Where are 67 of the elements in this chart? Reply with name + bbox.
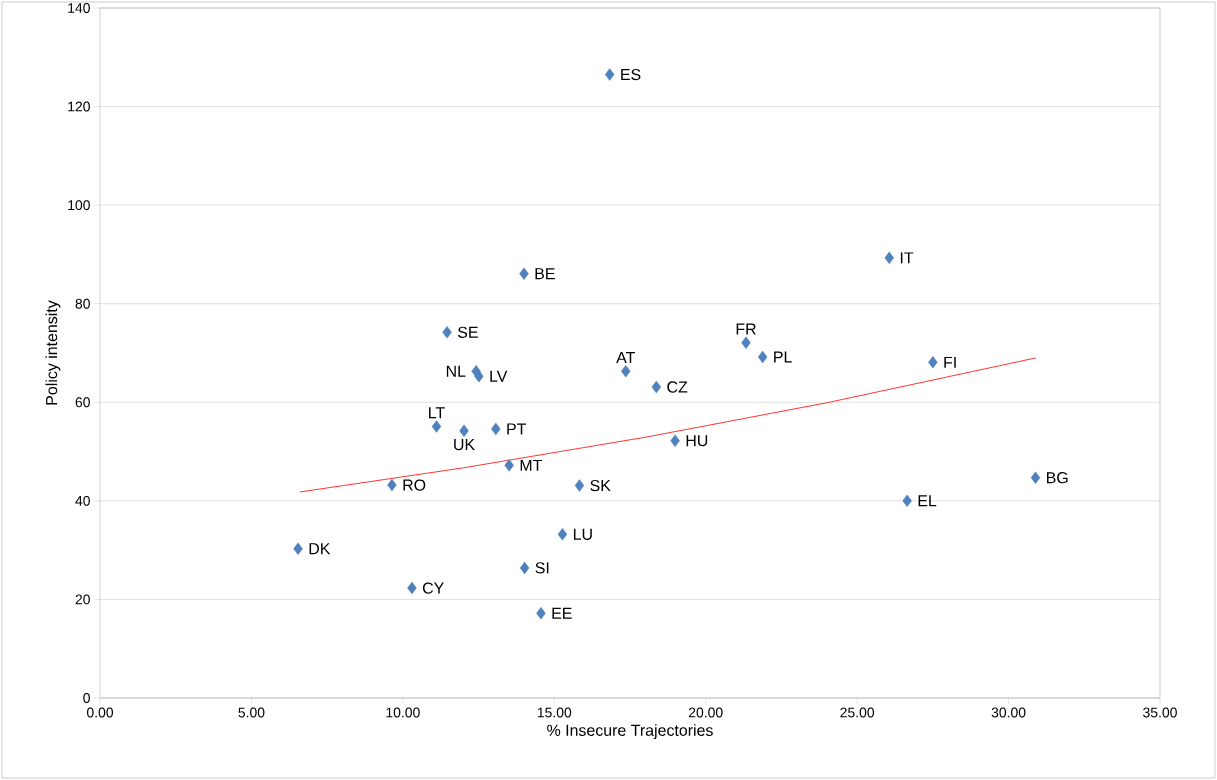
point — [293, 542, 303, 555]
annotation: EL — [918, 495, 937, 507]
annotation: DK — [309, 543, 331, 555]
point — [621, 365, 631, 378]
y-tick-label: 60 — [75, 397, 90, 408]
annotation: RO — [403, 479, 426, 491]
point — [536, 607, 546, 620]
point — [491, 422, 501, 436]
x-tick-label: 30.00 — [991, 707, 1026, 718]
annotation: MT — [520, 459, 543, 471]
point — [605, 68, 615, 81]
point — [407, 581, 417, 595]
annotation: IT — [900, 252, 914, 264]
point — [1030, 471, 1041, 484]
annotation: SI — [535, 562, 549, 574]
annotation: UK — [454, 439, 475, 451]
x-tick-label: 0.00 — [86, 707, 114, 718]
annotation: BG — [1047, 472, 1068, 484]
point — [519, 561, 530, 575]
x-tick-label: 25.00 — [840, 707, 875, 718]
annotation: NL — [446, 365, 466, 377]
y-tick-label: 0 — [83, 693, 90, 703]
annotation: LU — [573, 528, 592, 540]
annotation: AT — [616, 352, 635, 364]
point — [474, 369, 484, 383]
annotation: HU — [686, 435, 708, 447]
x-tick-label: 10.00 — [386, 707, 420, 718]
annotation: CZ — [667, 381, 688, 393]
annotation: PL — [774, 351, 792, 363]
annotation: SE — [457, 326, 478, 338]
annotation: FI — [944, 356, 956, 368]
point — [670, 434, 680, 447]
annotation: CY — [422, 582, 444, 594]
point — [928, 356, 938, 369]
annotation: BE — [535, 268, 555, 280]
point — [557, 528, 568, 541]
x-tick-label: 15.00 — [537, 707, 572, 718]
y-tick-label: 80 — [75, 298, 90, 309]
point — [574, 479, 585, 492]
point — [902, 494, 912, 508]
point — [431, 420, 442, 433]
y-axis-title: Policy intensity — [45, 300, 61, 405]
point — [757, 350, 768, 364]
point — [442, 326, 452, 339]
annotation: FR — [736, 323, 756, 335]
point — [519, 267, 529, 280]
point — [741, 336, 751, 349]
y-tick-label: 100 — [68, 200, 90, 211]
y-tick-label: 140 — [68, 3, 90, 13]
point — [651, 380, 662, 394]
x-axis-title: % Insecure Trajectories — [547, 724, 713, 740]
point — [387, 478, 397, 492]
y-tick-label: 120 — [68, 101, 90, 112]
x-tick-label: 5.00 — [238, 707, 265, 718]
y-tick-label: 40 — [75, 495, 90, 506]
annotation: LV — [490, 370, 508, 382]
annotation: EE — [552, 607, 572, 619]
annotation: PT — [507, 423, 527, 435]
y-tick-label: 20 — [75, 594, 90, 605]
x-tick-label: 35.00 — [1143, 707, 1177, 718]
x-tick-label: 20.00 — [688, 707, 723, 718]
point — [884, 251, 894, 265]
annotation: SK — [590, 479, 611, 492]
annotation: ES — [621, 68, 641, 81]
point — [504, 459, 514, 472]
annotation: LT — [429, 407, 445, 419]
point — [459, 424, 469, 438]
